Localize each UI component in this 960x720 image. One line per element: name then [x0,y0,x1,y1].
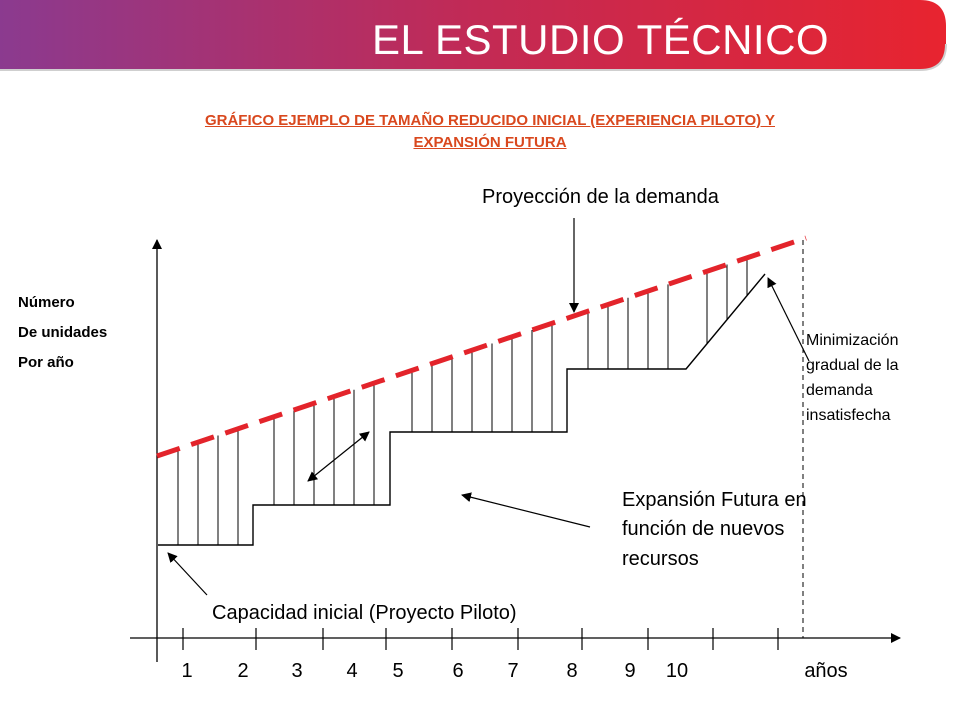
double-headed-arrow [307,431,370,482]
minimization-label-line-2: gradual de la [806,357,899,374]
chart-subtitle: GRÁFICO EJEMPLO DE TAMAÑO REDUCIDO INICI… [70,110,910,154]
minimization-arrow [767,277,810,362]
minimization-label-line-3: demanda [806,382,873,399]
y-label-line-2: De unidades [18,324,108,341]
x-tick-labels: 1 2 3 4 5 6 7 8 9 10 años [181,660,847,682]
x-tick-marks [182,628,779,650]
unsatisfied-demand-hatching [177,257,748,545]
y-axis-label: Número De unidades Por año [18,288,107,378]
x-tick-label: 6 [452,660,463,682]
x-tick-label: 8 [566,660,577,682]
subtitle-line-2: EXPANSIÓN FUTURA [413,134,567,151]
x-tick-label: 5 [392,660,403,682]
minimization-label-line-1: Minimización [806,332,898,349]
x-tick-label: 2 [237,660,248,682]
initial-capacity-arrow [167,552,208,596]
x-tick-label: 9 [624,660,635,682]
x-tick-label: 10 [666,660,688,682]
expansion-label-line-2: función de nuevos [622,518,784,540]
initial-capacity-label: Capacidad inicial (Proyecto Piloto) [212,602,517,624]
expansion-label: Expansión Futura en función de nuevos re… [622,489,807,570]
expansion-arrow [461,492,591,528]
header-banner [0,0,947,71]
minimization-label-line-4: insatisfecha [806,407,891,424]
capacity-step-line [158,273,766,546]
x-tick-label: 3 [291,660,302,682]
y-label-line-3: Por año [18,354,74,371]
demand-projection-label: Proyección de la demanda [482,186,720,208]
expansion-label-line-3: recursos [622,548,699,570]
demand-projection-line [156,235,807,459]
x-unit-label: años [804,660,847,682]
x-tick-label: 1 [181,660,192,682]
y-label-line-1: Número [18,294,75,311]
page-title: EL ESTUDIO TÉCNICO [372,16,830,63]
x-tick-label: 7 [507,660,518,682]
expansion-label-line-1: Expansión Futura en [622,489,807,511]
minimization-label: Minimización gradual de la demanda insat… [806,332,899,424]
subtitle-line-1: GRÁFICO EJEMPLO DE TAMAÑO REDUCIDO INICI… [204,112,776,129]
x-tick-label: 4 [346,660,357,682]
